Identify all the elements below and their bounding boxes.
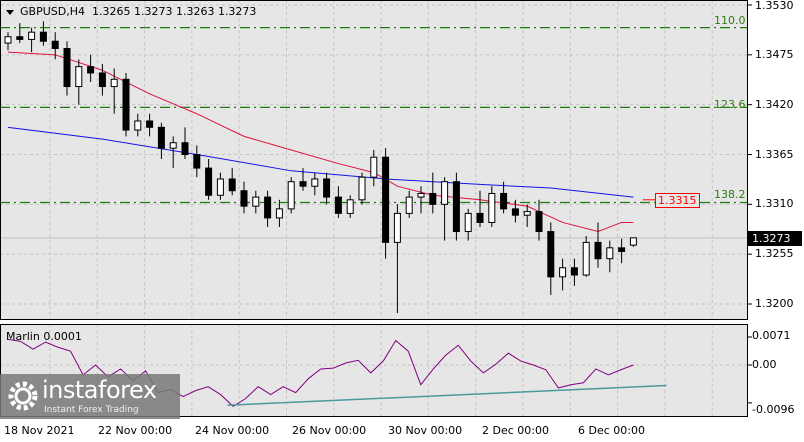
bear-candle xyxy=(500,192,508,210)
bull-candle xyxy=(393,212,401,243)
bear-candle xyxy=(570,267,578,276)
dropdown-triangle-icon[interactable] xyxy=(6,9,14,15)
instaforex-logo: instaforex Instant Forex Trading xyxy=(0,374,180,419)
time-tick: 26 Nov 00:00 xyxy=(292,424,367,437)
time-tick: 22 Nov 00:00 xyxy=(98,424,173,437)
bear-candle xyxy=(547,231,555,278)
ma-value-tag: 1.3315 xyxy=(655,193,700,208)
bull-candle xyxy=(405,196,413,214)
bear-candle xyxy=(618,247,626,252)
fib-label-110: 110.0 xyxy=(714,14,746,27)
bull-candle xyxy=(346,199,354,214)
price-tick: 1.3255 xyxy=(755,247,794,260)
bear-candle xyxy=(146,120,154,128)
price-tick: 1.3475 xyxy=(755,48,794,61)
bull-candle xyxy=(358,176,366,201)
bull-candle xyxy=(606,247,614,260)
bull-candle xyxy=(629,237,637,246)
bull-candle xyxy=(252,196,260,207)
bear-candle xyxy=(476,212,484,223)
bear-candle xyxy=(299,181,307,187)
bear-candle xyxy=(452,181,460,233)
bear-candle xyxy=(16,36,24,40)
bull-candle xyxy=(559,267,567,278)
bear-candle xyxy=(157,126,165,149)
price-tick: 1.3420 xyxy=(755,98,794,111)
current-price-label: 1.3273 xyxy=(748,231,802,246)
indicator-title: Marlin 0.0001 xyxy=(6,330,82,343)
bull-candle xyxy=(370,156,378,178)
time-tick: 24 Nov 00:00 xyxy=(195,424,270,437)
bull-candle xyxy=(287,181,295,210)
time-tick: 18 Nov 2021 xyxy=(4,424,75,437)
price-tick: 1.3310 xyxy=(755,197,794,210)
gear-logo-icon xyxy=(8,381,38,411)
bull-candle xyxy=(582,241,590,276)
bear-candle xyxy=(63,47,71,88)
bear-candle xyxy=(594,241,602,260)
logo-tagline: Instant Forex Trading xyxy=(44,405,139,415)
time-tick: 30 Nov 00:00 xyxy=(388,424,463,437)
bear-candle xyxy=(181,142,189,155)
bull-candle xyxy=(134,120,142,131)
time-tick: 2 Dec 00:00 xyxy=(482,424,549,437)
bull-candle xyxy=(275,208,283,219)
indicator-tick: 0.00 xyxy=(752,358,777,371)
fib-label-123: 123.6 xyxy=(714,98,746,111)
bull-candle xyxy=(75,66,83,88)
bull-candle xyxy=(464,212,472,233)
bear-candle xyxy=(535,211,543,233)
ohlc-readout: 1.3265 1.3273 1.3263 1.3273 xyxy=(91,5,257,18)
bull-candle xyxy=(441,181,449,205)
bear-candle xyxy=(87,66,95,74)
bull-candle xyxy=(28,31,36,40)
indicator-tick: -0.0096 xyxy=(752,403,795,416)
bear-candle xyxy=(98,72,106,88)
bull-candle xyxy=(488,192,496,223)
bull-candle xyxy=(523,211,531,216)
bull-candle xyxy=(110,78,118,88)
bear-candle xyxy=(51,40,59,49)
bear-candle xyxy=(334,196,342,214)
chart-title: GBPUSD,H4 1.3265 1.3273 1.3263 1.3273 xyxy=(6,5,256,18)
indicator-tick: 0.0071 xyxy=(752,329,791,342)
bear-candle xyxy=(382,156,390,243)
bull-candle xyxy=(169,142,177,149)
time-tick: 6 Dec 00:00 xyxy=(578,424,645,437)
fib-label-138: 138.2 xyxy=(714,188,746,201)
indicator-panel-border xyxy=(0,324,748,417)
bull-candle xyxy=(216,178,224,196)
main-panel-border xyxy=(0,0,748,320)
price-tick: 1.3200 xyxy=(755,297,794,310)
bear-candle xyxy=(240,190,248,207)
trendline xyxy=(227,384,667,406)
price-tick: 1.3530 xyxy=(755,0,794,12)
bear-candle xyxy=(193,154,201,169)
price-tick: 1.3365 xyxy=(755,148,794,161)
bear-candle xyxy=(122,78,130,131)
bear-candle xyxy=(228,178,236,192)
bull-candle xyxy=(311,178,319,187)
bear-candle xyxy=(205,167,213,196)
bear-candle xyxy=(323,178,331,198)
bull-candle xyxy=(4,36,12,44)
symbol-label: GBPUSD,H4 xyxy=(20,5,85,18)
bear-candle xyxy=(39,31,47,42)
bear-candle xyxy=(511,208,519,216)
bull-candle xyxy=(417,192,425,198)
bear-candle xyxy=(264,196,272,219)
logo-name: instaforex xyxy=(42,376,157,404)
slow-ma-line xyxy=(7,126,634,198)
bear-candle xyxy=(429,192,437,205)
